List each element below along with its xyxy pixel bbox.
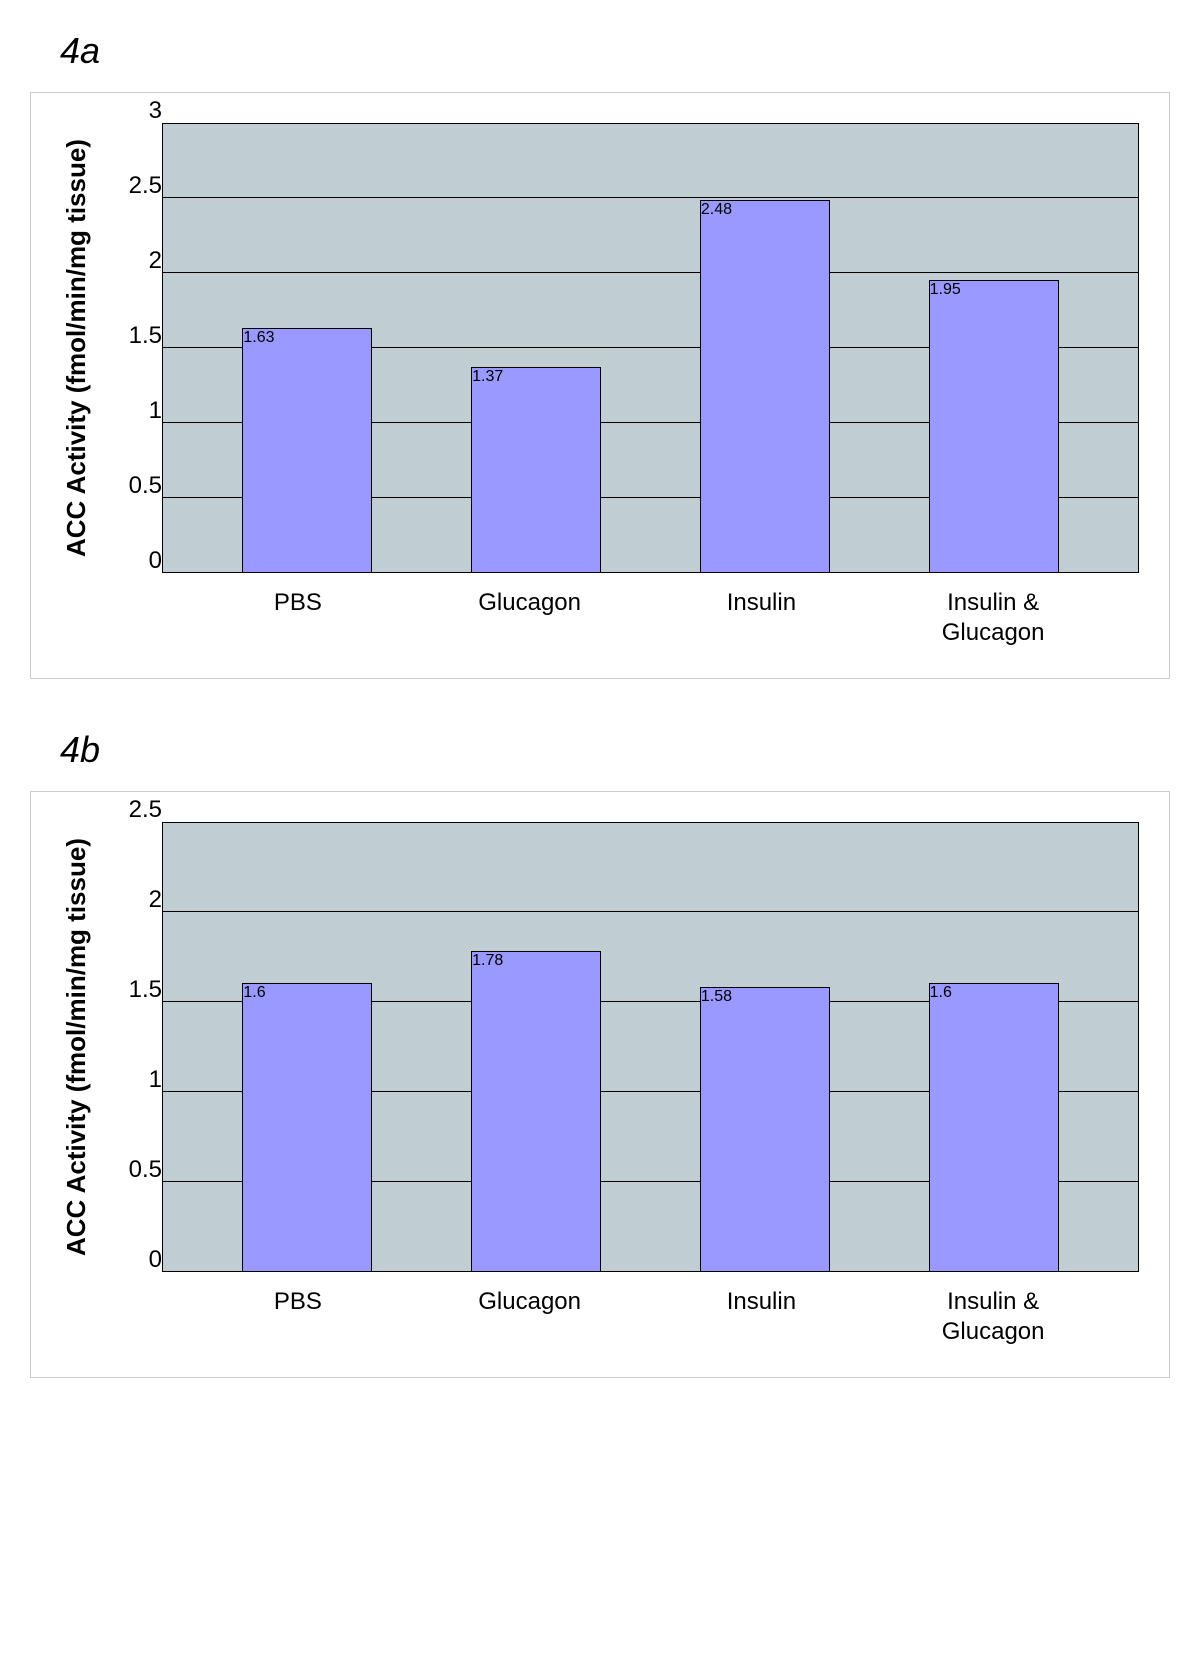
x-label: Insulin bbox=[646, 1287, 878, 1347]
x-label: PBS bbox=[182, 588, 414, 648]
bar: 1.95 bbox=[929, 280, 1059, 573]
chart-container: ACC Activity (fmol/min/mg tissue)00.511.… bbox=[30, 92, 1170, 679]
y-axis-label: ACC Activity (fmol/min/mg tissue) bbox=[51, 822, 102, 1272]
chart-container: ACC Activity (fmol/min/mg tissue)00.511.… bbox=[30, 791, 1170, 1378]
bar-slot: 1.58 bbox=[651, 823, 880, 1271]
bar-slot: 1.6 bbox=[879, 823, 1108, 1271]
bar: 1.37 bbox=[471, 367, 601, 573]
bar: 1.63 bbox=[242, 328, 372, 573]
bar-slot: 1.63 bbox=[193, 124, 422, 572]
bar: 1.6 bbox=[242, 983, 372, 1271]
bar-slot: 1.78 bbox=[422, 823, 651, 1271]
x-label: Insulin bbox=[646, 588, 878, 648]
bar: 1.58 bbox=[700, 987, 830, 1271]
bar: 1.78 bbox=[471, 951, 601, 1271]
bar: 1.6 bbox=[929, 983, 1059, 1271]
bar-slot: 2.48 bbox=[651, 124, 880, 572]
x-label: Insulin &Glucagon bbox=[877, 588, 1109, 648]
plot-area: 1.63 1.37 2.48 1.95 bbox=[162, 123, 1139, 573]
x-label: Insulin &Glucagon bbox=[877, 1287, 1109, 1347]
x-label: Glucagon bbox=[414, 588, 646, 648]
x-label: Glucagon bbox=[414, 1287, 646, 1347]
plot-area: 1.6 1.78 1.58 1.6 bbox=[162, 822, 1139, 1272]
bar-slot: 1.6 bbox=[193, 823, 422, 1271]
figure-label: 4b bbox=[60, 729, 1200, 771]
bar: 2.48 bbox=[700, 200, 830, 572]
bar-slot: 1.37 bbox=[422, 124, 651, 572]
figure-label: 4a bbox=[60, 30, 1200, 72]
y-axis-label: ACC Activity (fmol/min/mg tissue) bbox=[51, 123, 102, 573]
bar-slot: 1.95 bbox=[879, 124, 1108, 572]
x-label: PBS bbox=[182, 1287, 414, 1347]
